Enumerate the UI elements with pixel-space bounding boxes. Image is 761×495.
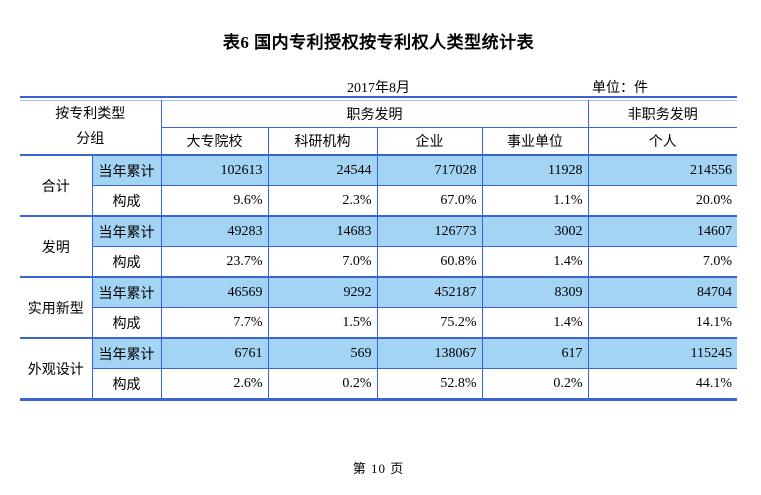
value-cell: 1.4% [482,307,589,338]
header-row-groups: 按专利类型 分组 职务发明 非职务发明 [20,100,737,156]
row-type-label: 构成 [92,307,162,338]
value-cell: 14.1% [695,314,732,330]
value-cell: 3002 [482,215,589,247]
value-cell: 14607 [588,215,737,247]
header-col-research-institutes: 科研机构 [268,127,378,156]
value-cell: 67.0% [377,185,483,216]
row-type-label: 构成 [92,246,162,277]
group-label-design: 外观设计 [20,337,93,398]
value-cell: 102613 [161,155,269,186]
header-group-by-line1: 按专利类型 [55,107,126,122]
value-cell: 6761 [161,337,269,369]
header-col-individuals: 个人 [588,127,737,156]
table-row: 合计 当年累计 102613 24544 717028 11928 214556 [20,155,737,216]
header-col-public-institutions: 事业单位 [482,127,589,156]
row-type-label: 当年累计 [92,155,162,186]
value-cell: 46569 [161,276,269,308]
value-cell: 0.2% [268,368,378,398]
header-service-invention: 职务发明 [161,100,589,128]
statistics-table: 按专利类型 分组 职务发明 非职务发明 大专院校 科研机构 企业 事业单位 个人 [20,100,737,398]
value-cell: 52.8% [377,368,483,398]
group-label-utility-model: 实用新型 [20,276,93,338]
page-number: 第 10 页 [352,461,405,476]
value-cell: 9.6% [161,185,269,216]
group-label-invention: 发明 [20,215,93,277]
value-cell: 0.2% [482,368,589,398]
value-cell: 569 [268,337,378,369]
value-cell: 126773 [377,215,483,247]
value-cell: 1.1% [482,185,589,216]
value-cell: 8309 [482,276,589,308]
value-cell: 7.0% [268,246,378,277]
value-cell: 617 [482,337,589,369]
value-cell: 214556 [588,155,737,186]
unit-label: 单位：件 [592,81,648,96]
meta-row: 2017年8月 单位：件 [20,77,737,96]
value-cell: 7.7% [161,307,269,338]
period-label: 2017年8月 [347,81,410,96]
value-cell: 717028 [377,155,483,186]
value-cell: 49283 [161,215,269,247]
header-row-columns: 大专院校 科研机构 企业 事业单位 个人 [20,127,737,156]
value-cell: 1.4% [482,246,589,277]
table-row: 发明 当年累计 49283 14683 126773 3002 14607 [20,215,737,277]
value-cell: 11928 [482,155,589,186]
table-title: 表6 国内专利授权按专利权人类型统计表 [222,33,535,52]
value-cell: 7.0% [702,253,732,269]
value-cell: 14683 [268,215,378,247]
value-cell: 1.5% [268,307,378,338]
table-row: 外观设计 当年累计 6761 569 138067 617 115245 [20,337,737,398]
table-row: 构成 9.6% 2.3% 67.0% 1.1% 20.0% [20,185,737,216]
value-cell: 9292 [268,276,378,308]
value-cell: 2.3% [268,185,378,216]
header-col-enterprises: 企业 [377,127,483,156]
header-col-universities: 大专院校 [161,127,269,156]
table-row: 构成 7.7% 1.5% 75.2% 1.4% 14.1% [20,307,737,338]
value-cell: 60.8% [377,246,483,277]
header-group-by-line2: 分组 [76,131,105,147]
value-cell: 138067 [377,337,483,369]
row-type-label: 当年累计 [92,215,162,247]
value-cell: 44.1% [695,375,732,391]
value-cell: 84704 [588,276,737,308]
row-type-label: 构成 [92,368,162,398]
group-label-total: 合计 [20,155,93,216]
value-cell: 2.6% [161,368,269,398]
value-cell: 20.0% [695,192,732,208]
value-cell: 23.7% [161,246,269,277]
header-group-by: 按专利类型 分组 [20,100,162,156]
value-cell: 452187 [377,276,483,308]
value-cell: 75.2% [377,307,483,338]
table-row: 实用新型 当年累计 46569 9292 452187 8309 84704 [20,276,737,338]
value-cell: 115245 [588,337,737,369]
value-cell: 24544 [268,155,378,186]
table-row: 构成 2.6% 0.2% 52.8% 0.2% 44.1% [20,368,737,398]
header-non-service-invention: 非职务发明 [588,100,737,128]
row-type-label: 当年累计 [92,337,162,369]
statistics-table-wrap: 按专利类型 分组 职务发明 非职务发明 大专院校 科研机构 企业 事业单位 个人 [20,96,737,401]
row-type-label: 构成 [92,185,162,216]
row-type-label: 当年累计 [92,276,162,308]
table-row: 构成 23.7% 7.0% 60.8% 1.4% 7.0% [20,246,737,277]
